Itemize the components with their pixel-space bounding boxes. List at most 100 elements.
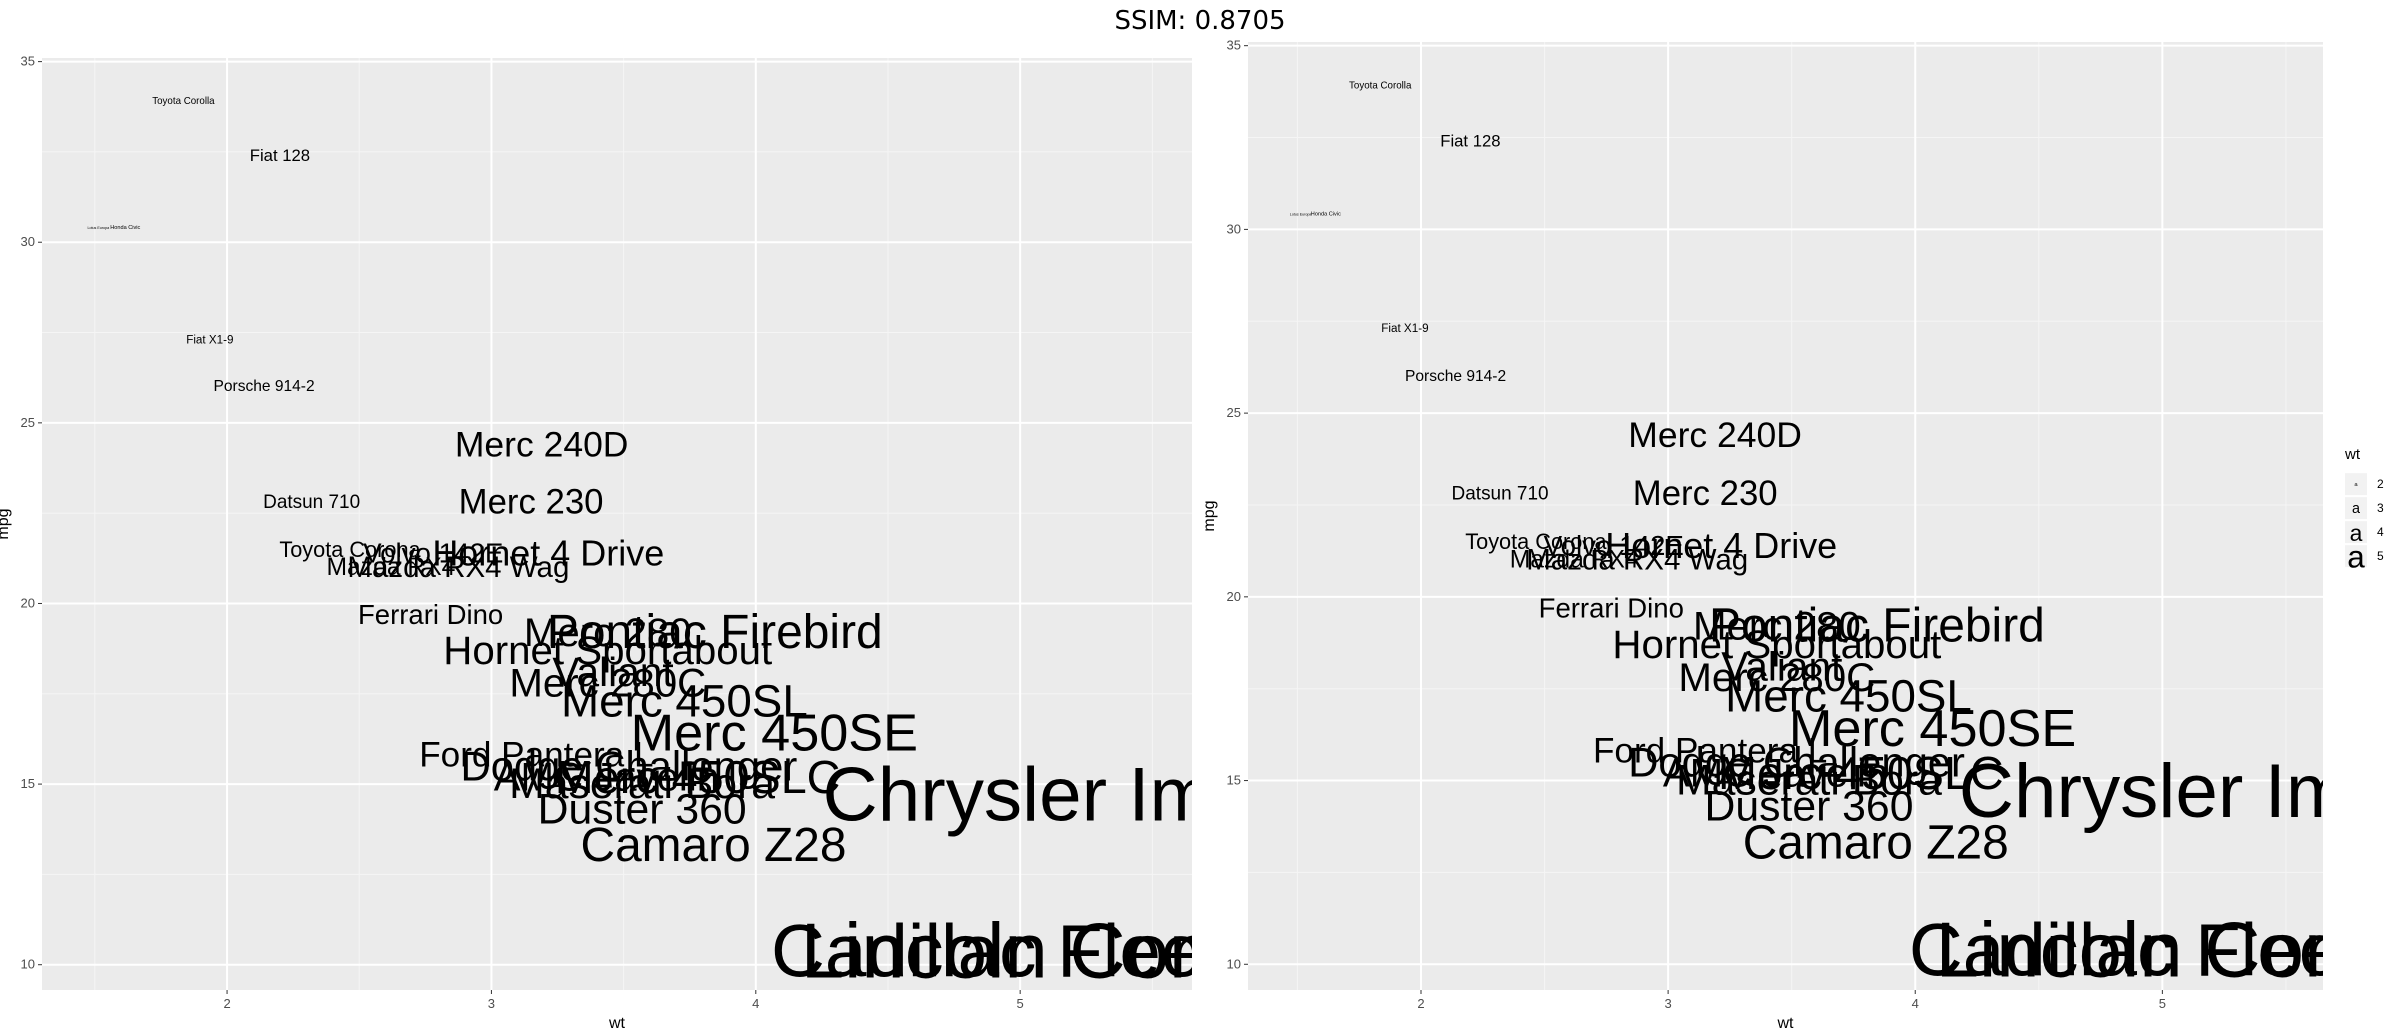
legend-key-glyph: a bbox=[2350, 520, 2363, 546]
point-label-mazda-rx4-wag: Mazda RX4 Wag bbox=[1526, 544, 1748, 577]
legend-key bbox=[2345, 521, 2367, 544]
y-tick-label: 15 bbox=[1227, 773, 1241, 788]
point-label-ford-pantera-l: Ford Pantera L bbox=[1593, 732, 1827, 771]
point-label-camaro-z28: Camaro Z28 bbox=[581, 819, 847, 872]
point-label-volvo-142e: Volvo 142E bbox=[363, 537, 503, 568]
point-label-fiat-128: Fiat 128 bbox=[250, 146, 310, 165]
point-label-merc-230: Merc 230 bbox=[1633, 475, 1778, 513]
legend-key bbox=[2345, 545, 2367, 568]
point-label-mazda-rx4-wag: Mazda RX4 Wag bbox=[347, 551, 569, 584]
x-tick-label: 5 bbox=[2159, 996, 2166, 1011]
point-label-camaro-z28: Camaro Z28 bbox=[1743, 817, 2009, 870]
legend-label: 5 bbox=[2377, 549, 2384, 563]
legend-label: 3 bbox=[2377, 501, 2384, 515]
point-label-merc-450sl: Merc 450SL bbox=[561, 676, 808, 727]
y-tick-label: 25 bbox=[1227, 405, 1241, 420]
point-label-porsche-914-2: Porsche 914-2 bbox=[1405, 368, 1506, 385]
point-label-merc-240d: Merc 240D bbox=[455, 425, 629, 465]
point-label-ferrari-dino: Ferrari Dino bbox=[1539, 592, 1684, 623]
y-axis-title: mpg bbox=[0, 508, 12, 539]
scatter-plot-left: 2 3 4 5 10 15 20 25 30 35 wt mpg Toyota Corolla Fiat … bbox=[0, 54, 1200, 1032]
y-tick-label: 30 bbox=[1227, 221, 1241, 236]
y-tick-label: 35 bbox=[21, 54, 35, 69]
legend-key-glyph: a bbox=[2352, 501, 2360, 517]
point-label-maserati-bora: Maserati Bora bbox=[1676, 757, 1942, 805]
y-axis-title: mpg bbox=[1201, 500, 1218, 531]
y-tick-label: 30 bbox=[21, 234, 35, 249]
point-label-merc-450se: Merc 450SE bbox=[631, 705, 918, 763]
point-label-toyota-corolla: Toyota Corolla bbox=[1349, 81, 1412, 92]
point-label-merc-280c: Merc 280C bbox=[509, 660, 706, 705]
point-label-duster-360: Duster 360 bbox=[1704, 782, 1913, 830]
point-label-honda-civic: Honda Civic bbox=[1311, 212, 1341, 218]
x-tick-label: 2 bbox=[1417, 996, 1424, 1011]
y-tick-label: 20 bbox=[1227, 589, 1241, 604]
legend-label: 2 bbox=[2377, 477, 2384, 491]
y-tick-label: 20 bbox=[21, 595, 35, 610]
point-label-cadillac-fleetwood: Cadillac Fleetwood bbox=[771, 908, 1200, 992]
point-label-merc-450se: Merc 450SE bbox=[1789, 700, 2076, 758]
point-label-pontiac-firebird: Pontiac Firebird bbox=[1709, 600, 2045, 653]
point-label-valiant: Valiant bbox=[552, 649, 673, 695]
point-label-merc-280: Merc 280 bbox=[524, 610, 692, 655]
point-label-merc-280: Merc 280 bbox=[1693, 604, 1861, 649]
point-label-maserati-bora: Maserati Bora bbox=[509, 760, 775, 808]
legend-label: 4 bbox=[2377, 525, 2384, 539]
point-label-toyota-corona: Toyota Corona bbox=[1465, 529, 1607, 554]
point-labels: Toyota Corolla Fiat 128 Lotus Europa Honda … bbox=[1290, 81, 2400, 994]
point-label-merc-280c: Merc 280C bbox=[1678, 655, 1875, 700]
point-label-duster-360: Duster 360 bbox=[538, 785, 747, 833]
point-label-merc-450sl: Merc 450SL bbox=[1725, 671, 1972, 722]
point-label-fiat-x1-9: Fiat X1-9 bbox=[186, 333, 233, 346]
figure-title: SSIM: 0.8705 bbox=[1114, 6, 1286, 36]
point-label-hornet-sportabout: Hornet Sportabout bbox=[443, 628, 772, 673]
legend-title: wt bbox=[2344, 446, 2361, 463]
point-label-chrysler-imperial: Chrysler Imperial bbox=[823, 752, 1200, 837]
point-label-mazda-rx4: Mazda RX4 bbox=[1510, 547, 1639, 574]
point-label-hornet-sportabout: Hornet Sportabout bbox=[1612, 622, 1941, 667]
point-label-datsun-710: Datsun 710 bbox=[1452, 483, 1549, 504]
plot-panel bbox=[1248, 42, 2323, 990]
point-label-hornet-4-drive: Hornet 4 Drive bbox=[1605, 525, 1837, 566]
legend-key-glyph: a bbox=[2347, 540, 2365, 575]
point-label-mazda-rx4: Mazda RX4 bbox=[327, 554, 456, 581]
point-label-datsun-710: Datsun 710 bbox=[263, 492, 360, 513]
x-tick-label: 5 bbox=[1017, 996, 1024, 1011]
legend-key bbox=[2345, 473, 2367, 496]
point-label-valiant: Valiant bbox=[1721, 644, 1842, 690]
point-label-lotus-europa: Lotus Europa bbox=[1290, 213, 1313, 217]
point-labels: Toyota Corolla Fiat 128 Lotus Europa Honda … bbox=[87, 96, 1200, 994]
point-label-chrysler-imperial: Chrysler Imperial bbox=[1959, 749, 2400, 834]
point-label-amc-javelin: AMC Javelin bbox=[1663, 751, 1888, 796]
point-label-lincoln-continental: Lincoln Continental bbox=[1936, 906, 2400, 994]
point-label-porsche-914-2: Porsche 914-2 bbox=[214, 378, 315, 395]
point-label-merc-240d: Merc 240D bbox=[1628, 415, 1802, 455]
point-label-ferrari-dino: Ferrari Dino bbox=[358, 599, 503, 630]
x-axis-title: wt bbox=[608, 1015, 626, 1032]
point-label-ford-pantera-l: Ford Pantera L bbox=[419, 736, 653, 775]
x-tick-label: 4 bbox=[752, 996, 759, 1011]
y-tick-label: 10 bbox=[21, 957, 35, 972]
point-label-toyota-corolla: Toyota Corolla bbox=[152, 96, 215, 107]
point-label-toyota-corona: Toyota Corona bbox=[279, 537, 421, 562]
point-label-amc-javelin: AMC Javelin bbox=[494, 754, 719, 799]
x-tick-label: 3 bbox=[488, 996, 495, 1011]
point-label-lotus-europa: Lotus Europa bbox=[87, 226, 110, 230]
point-label-cadillac-fleetwood: Cadillac Fleetwood bbox=[1909, 908, 2400, 992]
point-label-merc-450slc: Merc 450SLC bbox=[1718, 747, 2004, 799]
legend-key-glyph: a bbox=[2354, 482, 2358, 488]
point-label-honda-civic: Honda Civic bbox=[110, 225, 140, 231]
point-label-fiat-x1-9: Fiat X1-9 bbox=[1381, 322, 1428, 335]
point-label-merc-230: Merc 230 bbox=[459, 483, 604, 521]
legend-key bbox=[2345, 497, 2367, 520]
y-tick-label: 35 bbox=[1227, 38, 1241, 53]
legend: wta 2a 3a 4a 5 bbox=[2344, 446, 2384, 575]
point-label-lincoln-continental: Lincoln Continental bbox=[801, 906, 1200, 994]
point-label-pontiac-firebird: Pontiac Firebird bbox=[547, 606, 883, 659]
point-label-fiat-128: Fiat 128 bbox=[1440, 132, 1500, 151]
plot-panel bbox=[42, 58, 1192, 990]
point-label-dodge-challenger: Dodge Challenger bbox=[461, 743, 798, 790]
y-tick-label: 15 bbox=[21, 776, 35, 791]
y-tick-label: 10 bbox=[1227, 956, 1241, 971]
